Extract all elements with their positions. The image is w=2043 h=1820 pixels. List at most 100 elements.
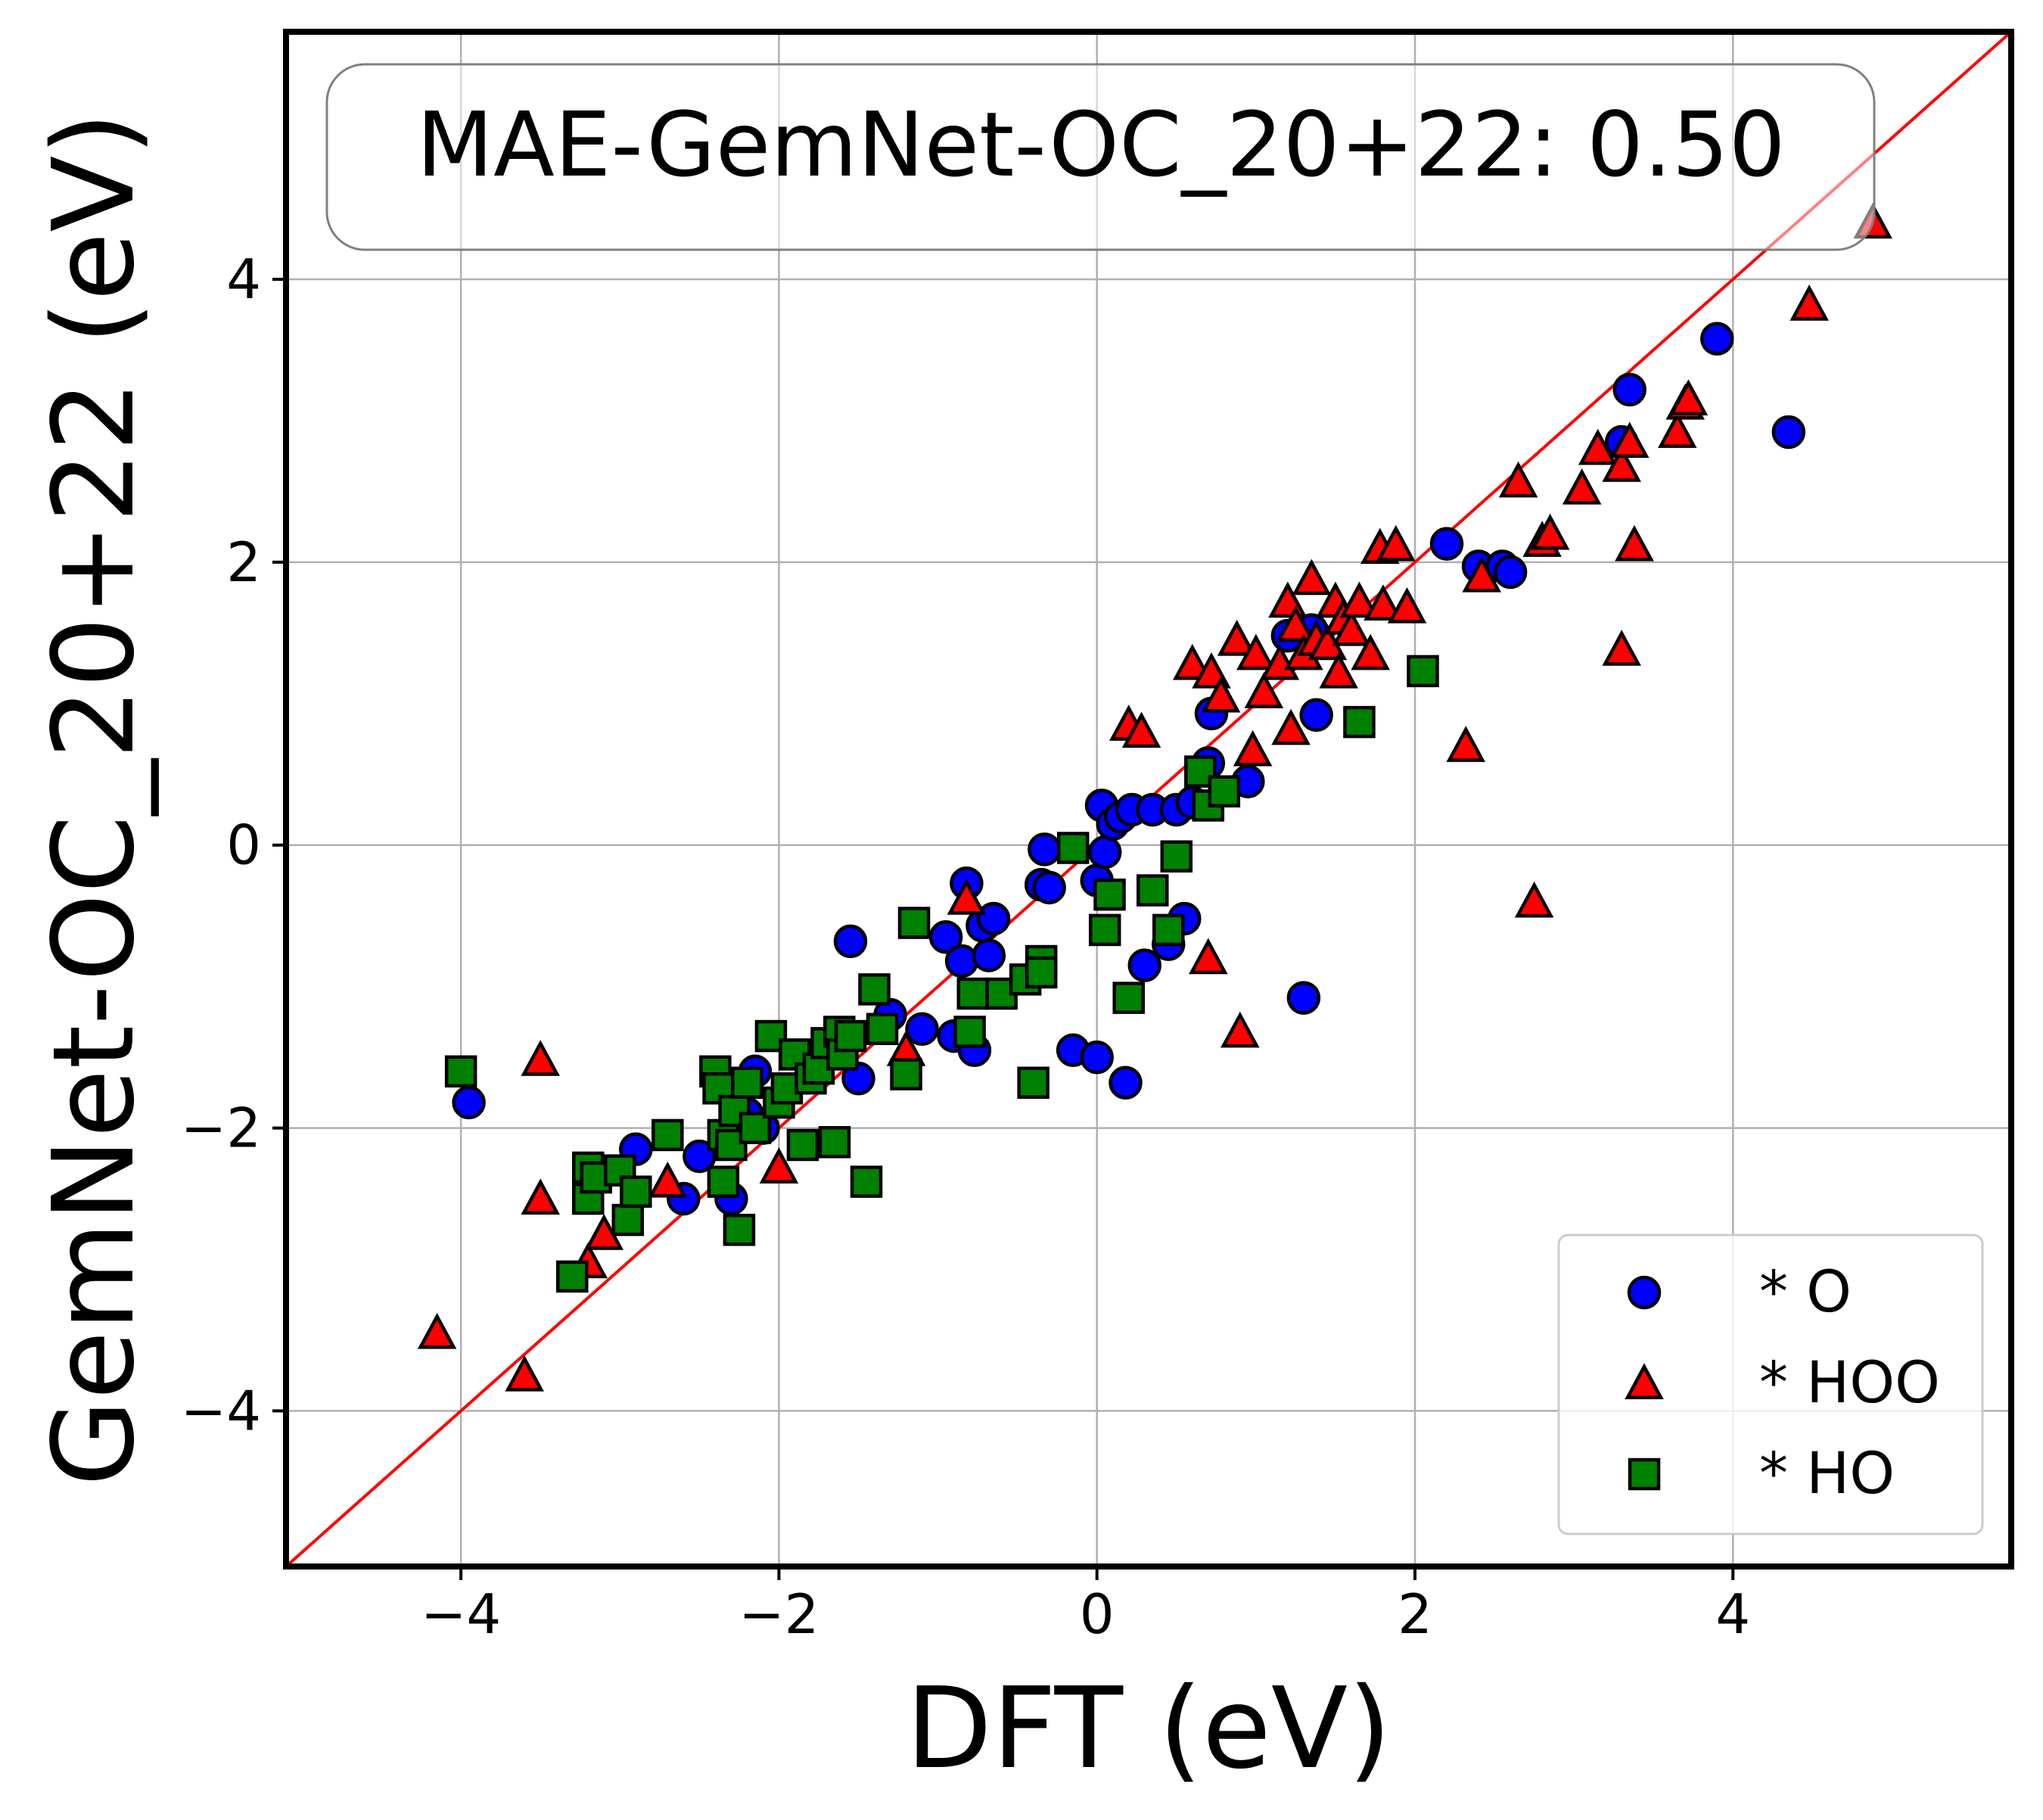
y-axis-label: GemNet-OC_20+22 (eV): [29, 112, 159, 1487]
data-point-ho: [770, 1072, 804, 1105]
data-point-hoo: [417, 1312, 457, 1349]
data-point-hoo: [1790, 285, 1829, 321]
legend-box: [1557, 1234, 1984, 1535]
data-point-ho: [1208, 775, 1241, 807]
data-point-o: [1032, 870, 1066, 905]
data-point-ho: [1056, 832, 1090, 864]
data-point-hoo: [1236, 633, 1276, 670]
data-point-hoo: [1530, 513, 1570, 550]
data-point-hoo: [521, 1178, 560, 1215]
data-point-hoo: [1189, 938, 1228, 975]
data-point-hoo: [759, 1147, 799, 1184]
data-point-ho: [1343, 705, 1376, 739]
data-point-ho: [818, 1126, 851, 1159]
data-point-hoo: [1364, 584, 1403, 621]
data-point-ho: [444, 1055, 477, 1088]
data-point-ho: [1137, 874, 1169, 907]
data-point-o: [1127, 948, 1161, 982]
annotation-group: MAE-GemNet-OC_20+22: 0.50: [325, 63, 1876, 251]
data-point-ho: [866, 1013, 899, 1045]
data-point-hoo: [1233, 730, 1273, 767]
data-point-o: [1286, 981, 1321, 1015]
plot-frame: [283, 29, 2014, 1570]
data-points: [417, 202, 1892, 1392]
data-point-ho: [858, 973, 891, 1006]
data-point-o: [1087, 835, 1122, 870]
data-point-o: [1028, 832, 1062, 866]
data-point-hoo: [1562, 468, 1602, 505]
data-point-ho: [1112, 982, 1145, 1014]
data-point-ho: [1407, 655, 1439, 688]
data-point-o: [1699, 322, 1734, 356]
legend: * O * HOO * HO: [1557, 1234, 1984, 1535]
data-point-ho: [1160, 840, 1193, 873]
legend-label-o: * O: [1759, 1258, 1852, 1325]
data-point-ho: [555, 1260, 589, 1293]
data-point-hoo: [1657, 412, 1697, 448]
data-point-ho: [651, 1118, 684, 1152]
data-point-hoo: [1578, 428, 1618, 465]
legend-marker-ho: [1628, 1458, 1661, 1491]
data-point-o: [944, 944, 979, 978]
legend-marker-o: [1627, 1275, 1662, 1310]
data-point-hoo: [1217, 619, 1257, 656]
data-point-hoo: [1276, 605, 1316, 642]
legend-marker-hoo: [1625, 1363, 1664, 1399]
data-point-ho: [1017, 1066, 1049, 1100]
data-point-o: [452, 1085, 486, 1120]
x-tick-label: −4: [421, 1582, 501, 1646]
annotation-box: [325, 63, 1876, 251]
x-tick-label: 0: [1080, 1582, 1115, 1646]
data-point-o: [972, 938, 1006, 972]
y-tick-label: 4: [226, 247, 261, 311]
data-point-o: [1299, 698, 1333, 733]
data-point-o: [683, 1139, 717, 1174]
data-point-hoo: [648, 1161, 688, 1198]
data-point-ho: [850, 1165, 883, 1198]
data-point-ho: [786, 1128, 819, 1162]
data-point-hoo: [1332, 609, 1371, 646]
data-point-ho: [723, 1213, 756, 1246]
y-tick-label: 2: [226, 530, 261, 594]
data-point-ho: [956, 977, 990, 1010]
data-point-hoo: [1462, 555, 1502, 593]
data-point-hoo: [1201, 676, 1241, 713]
data-point-ho: [1025, 956, 1058, 989]
data-point-hoo: [1387, 587, 1427, 624]
data-point-o: [1612, 372, 1647, 407]
data-point-hoo: [1292, 558, 1332, 596]
data-point-o: [905, 1012, 939, 1046]
data-point-hoo: [1609, 422, 1650, 458]
data-point-hoo: [521, 1040, 560, 1076]
data-point-hoo: [1376, 524, 1416, 562]
x-tick-label: −2: [739, 1582, 819, 1646]
data-point-ho: [1088, 913, 1121, 947]
data-point-hoo: [1244, 672, 1284, 708]
data-point-hoo: [1602, 446, 1641, 482]
data-point-hoo: [1221, 1011, 1260, 1048]
data-point-ho: [707, 1165, 740, 1198]
data-point-hoo: [1668, 379, 1709, 415]
data-point-ho: [1093, 878, 1126, 911]
data-point-hoo: [1602, 630, 1641, 666]
legend-label-ho: * HO: [1759, 1439, 1895, 1507]
data-point-hoo: [1271, 708, 1311, 745]
data-point-ho: [718, 1094, 751, 1128]
data-point-ho: [731, 1066, 763, 1100]
data-point-hoo: [1514, 881, 1554, 918]
data-point-hoo: [1319, 652, 1358, 689]
x-tick-label: 4: [1715, 1582, 1750, 1646]
y-tick-label: −4: [181, 1379, 261, 1442]
data-point-ho: [834, 1019, 867, 1053]
data-point-hoo: [1351, 633, 1390, 670]
data-point-o: [1429, 527, 1464, 561]
data-point-hoo: [947, 879, 987, 915]
data-point-o: [1109, 1066, 1143, 1100]
data-point-ho: [897, 907, 931, 939]
x-tick-label: 2: [1398, 1582, 1432, 1646]
data-point-hoo: [1446, 726, 1485, 762]
legend-label-hoo: * HOO: [1759, 1349, 1940, 1416]
data-point-o: [1771, 415, 1806, 450]
